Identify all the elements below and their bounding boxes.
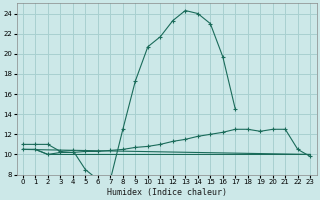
X-axis label: Humidex (Indice chaleur): Humidex (Indice chaleur) (107, 188, 227, 197)
